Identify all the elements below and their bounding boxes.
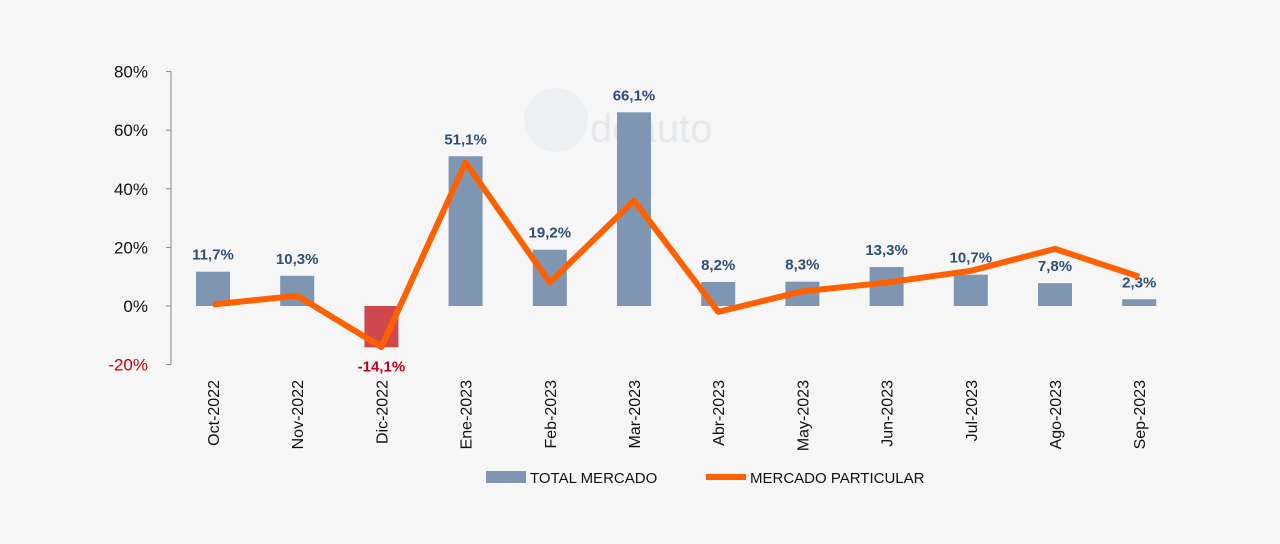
data-label: 11,7% <box>192 247 234 264</box>
data-label: 10,3% <box>276 251 319 268</box>
data-label: 2,3% <box>1122 274 1156 291</box>
bar-total-mercado <box>953 274 988 306</box>
x-tick-label: Sep-2023 <box>1132 380 1149 449</box>
data-label: 8,2% <box>701 257 735 274</box>
y-tick-label: 0% <box>123 297 148 316</box>
data-label: 66,1% <box>613 87 656 104</box>
svg-text:deauto: deauto <box>590 107 712 151</box>
data-label: 13,3% <box>865 242 908 259</box>
legend-swatch-total-mercado <box>486 471 526 483</box>
line-mercado-particular <box>212 159 1141 351</box>
bar-total-mercado <box>196 271 230 306</box>
data-label: 7,8% <box>1038 258 1072 275</box>
data-label: 10,7% <box>950 250 993 267</box>
x-tick-label: Ago-2023 <box>1048 380 1065 449</box>
data-label: 8,3% <box>785 257 819 274</box>
x-tick-label: May-2023 <box>795 380 812 451</box>
data-label: 51,1% <box>444 131 487 148</box>
bar-total-mercado <box>1122 299 1157 306</box>
legend: TOTAL MERCADO MERCADO PARTICULAR <box>486 470 925 487</box>
bar-total-mercado <box>1038 283 1072 306</box>
x-tick-label: Abr-2023 <box>711 380 728 446</box>
x-tick-label: Nov-2022 <box>290 380 307 449</box>
y-tick-label: 20% <box>114 238 148 257</box>
x-tick-label: Dic-2022 <box>374 380 391 444</box>
x-tick-label: Jun-2023 <box>880 380 897 447</box>
x-tick-label: Jul-2023 <box>964 380 981 441</box>
data-label: -14,1% <box>358 358 406 375</box>
watermark-logo: deauto <box>524 88 712 152</box>
x-tick-label: Oct-2022 <box>206 380 223 446</box>
x-tick-label: Mar-2023 <box>627 380 644 449</box>
y-tick-label: 40% <box>114 180 148 199</box>
data-label: 19,2% <box>529 225 572 242</box>
legend-label-total-mercado: TOTAL MERCADO <box>530 470 657 487</box>
x-tick-label: Ene-2023 <box>459 380 476 449</box>
y-tick-label: 60% <box>114 121 148 140</box>
legend-label-mercado-particular: MERCADO PARTICULAR <box>750 470 925 487</box>
x-tick-label: Feb-2023 <box>543 380 560 449</box>
y-tick-label: -20% <box>108 356 148 375</box>
y-tick-label: 80% <box>114 63 148 82</box>
